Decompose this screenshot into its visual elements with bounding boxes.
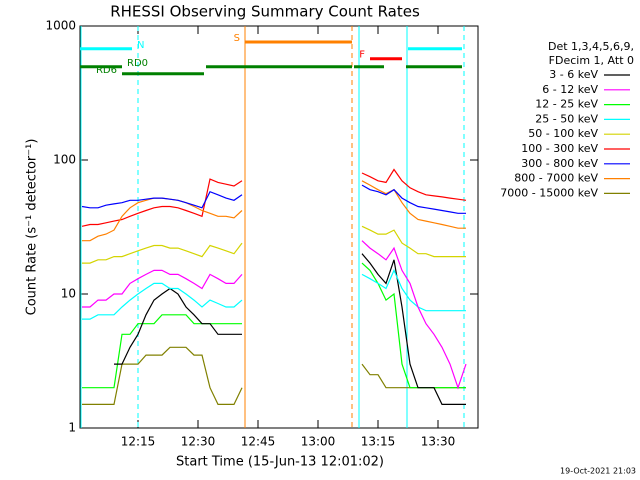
chart-title: RHESSI Observing Summary Count Rates bbox=[110, 3, 420, 21]
series-line bbox=[82, 240, 467, 390]
series-line bbox=[81, 184, 466, 214]
legend-title: FDecim 1, Att 0 bbox=[549, 54, 634, 67]
series-line bbox=[82, 262, 466, 389]
legend-label: 100 - 300 keV bbox=[521, 142, 598, 155]
series-line bbox=[114, 253, 466, 405]
x-tick-label: 13:30 bbox=[421, 435, 456, 449]
flag-label: F bbox=[359, 50, 365, 61]
legend-label: 7000 - 15000 keV bbox=[500, 186, 598, 199]
legend-label: 300 - 800 keV bbox=[521, 157, 598, 170]
legend-title: Det 1,3,4,5,6,9, bbox=[548, 40, 634, 53]
y-tick-label: 1000 bbox=[45, 19, 76, 33]
y-tick-label: 1 bbox=[68, 421, 76, 435]
y-tick-label: 100 bbox=[53, 153, 76, 167]
flag-label: S bbox=[234, 33, 240, 44]
y-tick-label: 10 bbox=[61, 287, 76, 301]
x-axis-label: Start Time (15-Jun-13 12:01:02) bbox=[176, 455, 384, 470]
flag-label: RD6 bbox=[96, 65, 117, 76]
plot-frame bbox=[79, 25, 479, 429]
x-tick-label: 13:00 bbox=[301, 435, 336, 449]
series-line bbox=[82, 225, 466, 264]
x-tick-label: 12:30 bbox=[181, 435, 216, 449]
x-tick-label: 12:45 bbox=[241, 435, 276, 449]
x-tick-label: 12:15 bbox=[121, 435, 156, 449]
series-line bbox=[82, 268, 466, 320]
legend-label: 25 - 50 keV bbox=[535, 112, 598, 125]
y-axis-label: Count Rate (s⁻¹ detector⁻¹) bbox=[25, 139, 40, 316]
legend-label: 12 - 25 keV bbox=[535, 98, 598, 111]
legend-label: 3 - 6 keV bbox=[549, 68, 598, 81]
x-tick-label: 13:15 bbox=[361, 435, 396, 449]
series-line bbox=[81, 168, 467, 227]
legend-label: 50 - 100 keV bbox=[528, 127, 598, 140]
flag-label: RD0 bbox=[127, 58, 148, 69]
footer: 19-Oct-2021 21:03 bbox=[560, 467, 636, 476]
flag-label: N bbox=[137, 40, 144, 51]
legend-label: 6 - 12 keV bbox=[542, 83, 598, 96]
legend-label: 800 - 7000 keV bbox=[514, 172, 598, 185]
